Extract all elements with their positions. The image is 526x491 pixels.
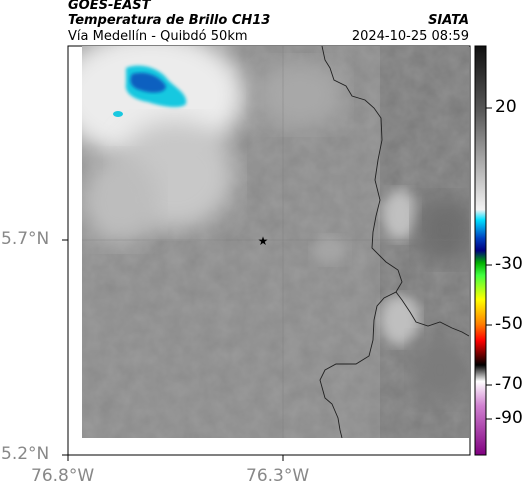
department-border xyxy=(319,46,403,438)
satellite-title: GOES-EAST xyxy=(68,0,151,13)
colorbar-label: -50 xyxy=(495,314,523,334)
colorbar-label: -70 xyxy=(495,374,523,394)
colorbar-label: -30 xyxy=(495,254,523,274)
colorbar-label: -90 xyxy=(495,408,523,428)
x-tick-label: 76.3°W xyxy=(246,466,310,486)
datetime-label: 2024-10-25 08:59 xyxy=(351,29,469,44)
agency-label: SIATA xyxy=(428,13,469,28)
product-title: Temperatura de Brillo CH13 xyxy=(68,13,271,28)
location-label: Vía Medellín - Quibdó 50km xyxy=(68,29,248,44)
y-tick-label: 5.2°N xyxy=(1,444,50,464)
y-tick-label: 5.7°N xyxy=(1,229,50,249)
department-border-east xyxy=(395,291,469,337)
colorbar xyxy=(474,45,487,456)
star-icon: ★ xyxy=(258,234,269,248)
colorbar-label: 20 xyxy=(495,97,517,117)
brightness-temperature-image xyxy=(82,46,469,438)
x-tick-label: 76.8°W xyxy=(31,466,95,486)
